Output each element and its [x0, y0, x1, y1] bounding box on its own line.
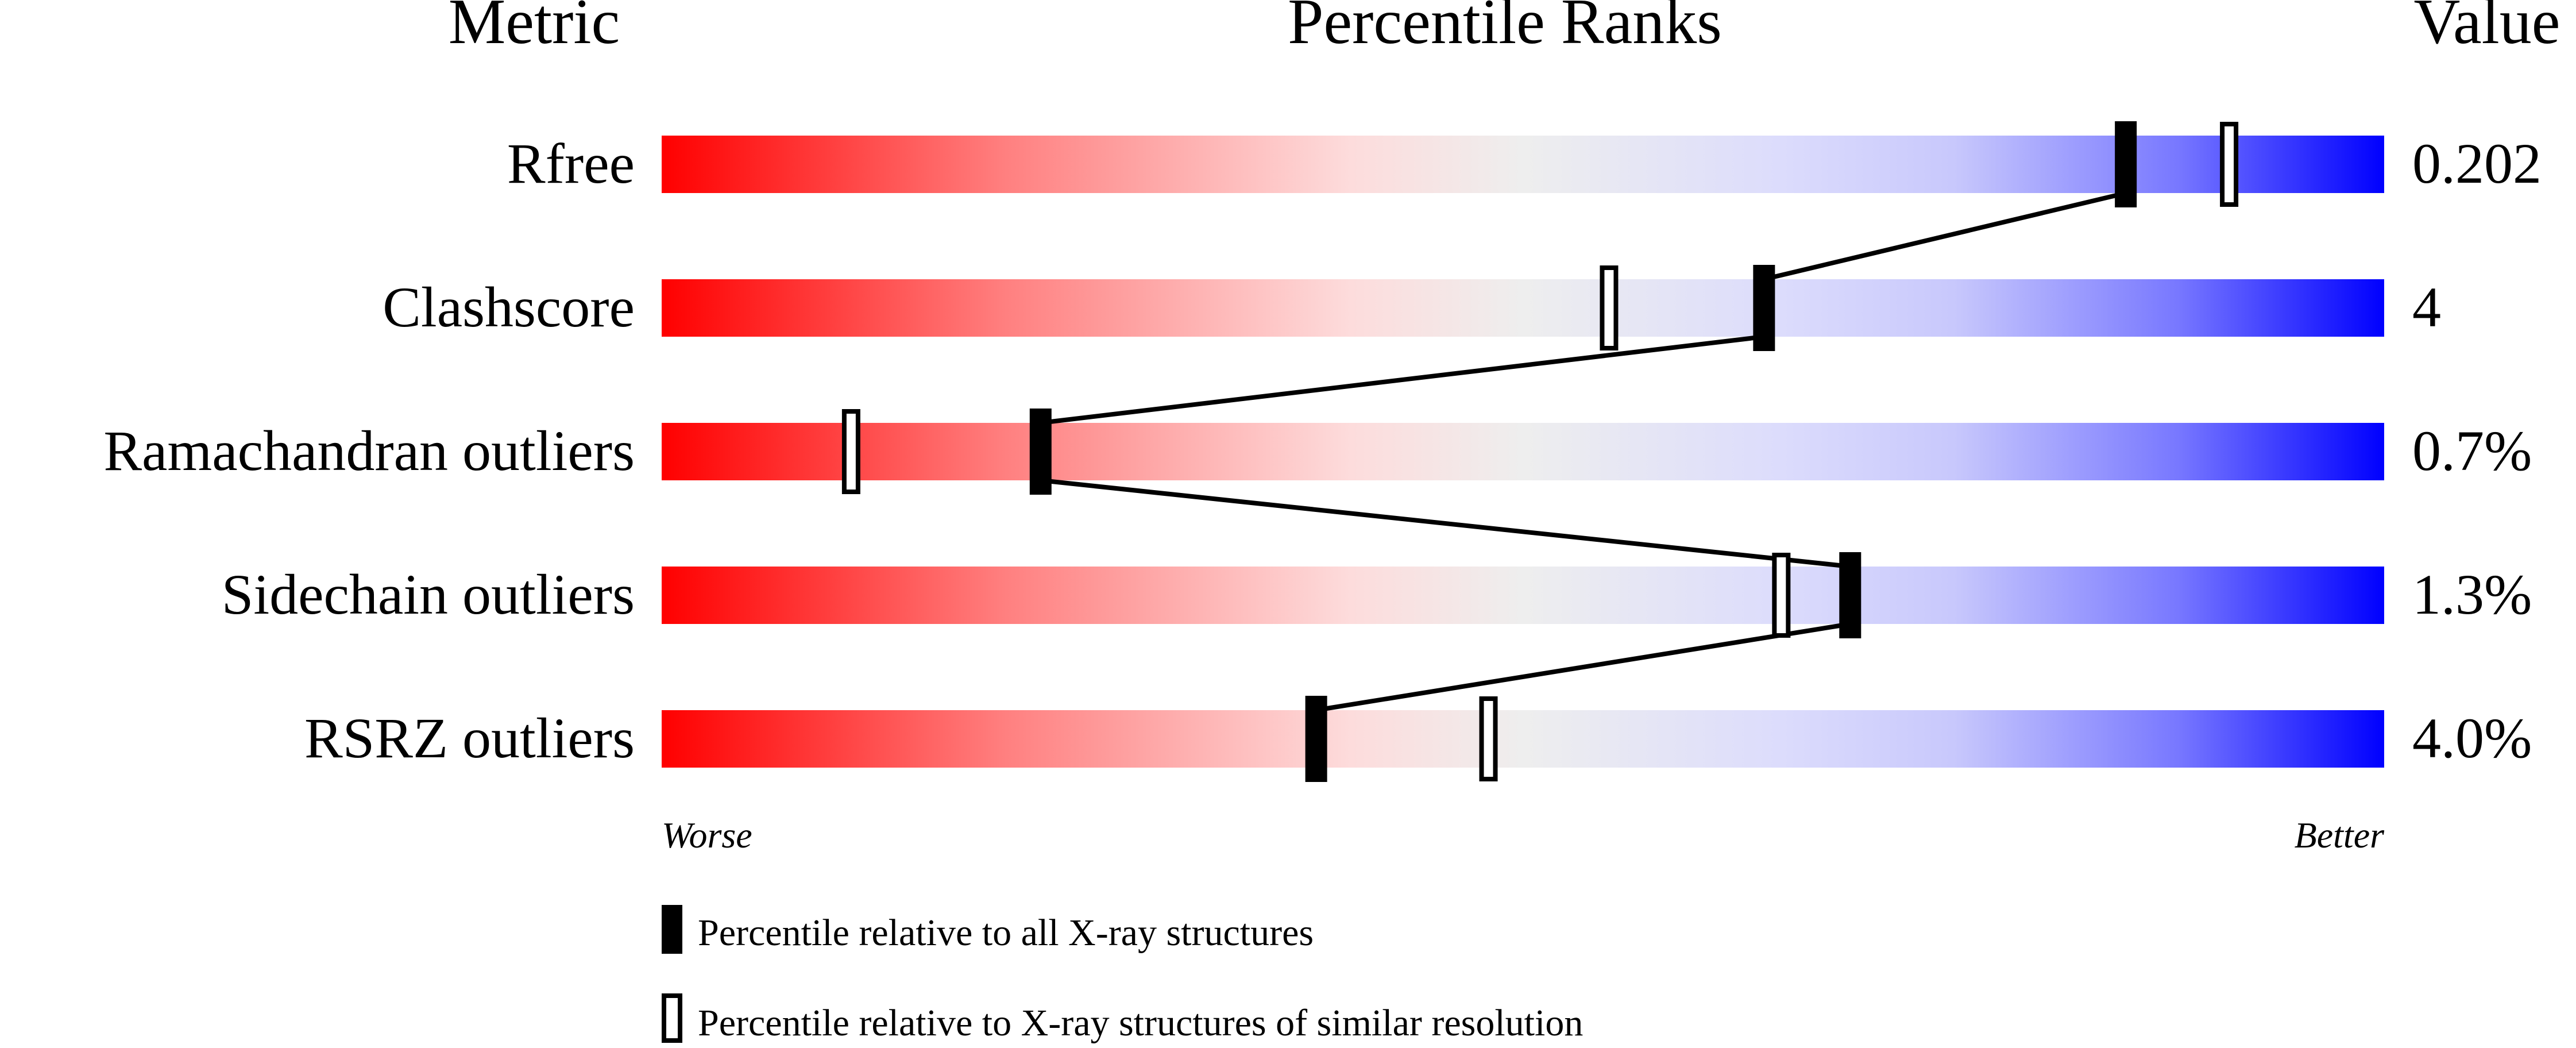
- legend-label-similar: Percentile relative to X-ray structures …: [698, 1002, 1583, 1044]
- marker-similar-resolution: [1479, 696, 1498, 781]
- marker-similar-resolution: [1600, 265, 1619, 350]
- header-percentile-ranks: Percentile Ranks: [1288, 0, 1722, 57]
- metric-label: Sidechain outliers: [222, 562, 635, 626]
- percentile-bar: [662, 710, 2384, 768]
- metric-value: 0.7%: [2412, 419, 2532, 483]
- metric-value: 4: [2412, 275, 2441, 339]
- percentile-bar: [662, 136, 2384, 193]
- metric-value: 1.3%: [2412, 562, 2532, 626]
- axis-label-worse: Worse: [662, 815, 752, 856]
- legend-filled-marker: [662, 905, 682, 954]
- axis-label-better: Better: [2295, 815, 2385, 856]
- connector-line: [1763, 191, 2127, 282]
- metric-value: 0.202: [2412, 132, 2542, 195]
- percentile-bar: [662, 567, 2384, 624]
- connector-line: [1315, 622, 1851, 712]
- metric-label: Ramachandran outliers: [103, 419, 635, 483]
- metric-value: 4.0%: [2412, 706, 2532, 770]
- marker-similar-resolution: [841, 409, 860, 494]
- connector-line: [1040, 334, 1764, 425]
- marker-all-structures: [1305, 696, 1327, 782]
- metric-label: Rfree: [507, 132, 635, 195]
- marker-all-structures: [1839, 552, 1861, 638]
- marker-all-structures: [1029, 409, 1052, 495]
- marker-similar-resolution: [2220, 122, 2239, 207]
- legend-open-marker: [662, 993, 682, 1043]
- metric-label: Clashscore: [383, 275, 635, 339]
- percentile-bar: [662, 279, 2384, 337]
- marker-similar-resolution: [1772, 553, 1791, 638]
- marker-all-structures: [1753, 265, 1775, 351]
- legend-label-all: Percentile relative to all X-ray structu…: [698, 912, 1314, 954]
- metric-label: RSRZ outliers: [304, 706, 635, 770]
- percentile-bar: [662, 423, 2384, 480]
- header-value: Value: [2413, 0, 2560, 57]
- connector-line: [1040, 478, 1851, 569]
- header-metric: Metric: [449, 0, 620, 57]
- marker-all-structures: [2115, 121, 2137, 207]
